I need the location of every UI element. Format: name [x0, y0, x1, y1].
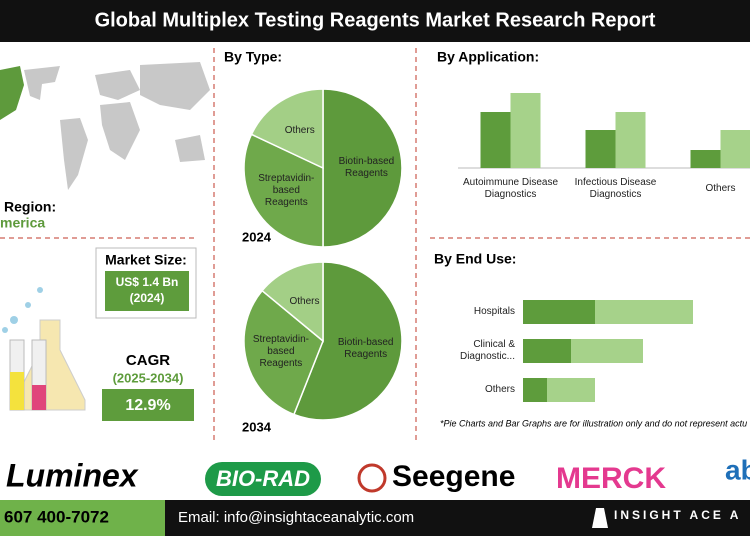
- logo: MERCK: [556, 462, 666, 495]
- bar: [547, 378, 595, 402]
- x-tick-label: Infectious Disease Diagnostics: [574, 177, 657, 200]
- y-tick-label: Others: [484, 384, 515, 395]
- market-size-year: (2024): [130, 291, 165, 305]
- region-value: merica: [0, 215, 45, 231]
- title: Global Multiplex Testing Reagents Market…: [95, 9, 656, 31]
- bar: [720, 130, 750, 168]
- pie-slice: [243, 289, 324, 416]
- logo: ab: [725, 454, 750, 485]
- pie-slice: [250, 88, 324, 170]
- brand-icon: [592, 508, 608, 528]
- pie-year: 2024: [242, 229, 272, 244]
- phone: 607 400-7072: [4, 507, 109, 526]
- bar: [571, 339, 643, 363]
- logo: BIO-RAD: [216, 466, 310, 491]
- y-tick-label-box: Clinical & Diagnostic...: [459, 339, 515, 362]
- slice-label: Others: [289, 295, 320, 307]
- cagr-period: (2025-2034): [113, 370, 184, 385]
- y-tick-label: Hospitals: [473, 306, 515, 317]
- slice-label: Biotin-based Reagents: [338, 156, 395, 179]
- section-title: By Type:: [224, 49, 282, 65]
- bar: [595, 300, 693, 324]
- bar: [523, 300, 595, 324]
- pie-slice: [292, 261, 403, 421]
- note: *Pie Charts and Bar Graphs are for illus…: [440, 418, 747, 428]
- slice-label: Others: [284, 125, 315, 137]
- pie-slice: [261, 261, 324, 343]
- cagr-label: CAGR: [126, 352, 170, 369]
- bar: [615, 112, 646, 168]
- x-tick-label-box: Infectious Disease Diagnostics: [574, 177, 657, 200]
- title-bar: [0, 0, 750, 42]
- section-title: By End Use:: [434, 251, 516, 267]
- section-title: By Application:: [437, 49, 539, 65]
- cagr-box: [102, 389, 194, 421]
- slice-label-box: Streptavidin-based Reagents: [252, 333, 309, 369]
- x-tick-label-box: Autoimmune Disease Diagnostics: [462, 177, 559, 200]
- pie-year: 2034: [242, 419, 272, 434]
- region-label: Region:: [4, 199, 56, 215]
- world-map: [0, 62, 210, 190]
- bar: [523, 339, 571, 363]
- logo: Seegene: [392, 460, 515, 493]
- email: Email: info@insightaceanalytic.com: [178, 509, 414, 526]
- bar: [690, 150, 721, 168]
- slice-label-box: Biotin-based Reagents: [337, 337, 394, 361]
- logo: Luminex: [6, 457, 139, 493]
- bar: [510, 93, 541, 168]
- x-tick-label: Others: [705, 183, 736, 194]
- bar: [523, 378, 547, 402]
- market-size-value: US$ 1.4 Bn: [116, 275, 179, 289]
- y-tick-label-box: Others: [484, 384, 515, 395]
- logo-icon: [357, 463, 387, 493]
- footer-phone-box: [0, 500, 165, 536]
- y-tick-label-box: Hospitals: [473, 306, 515, 317]
- bar: [480, 112, 511, 168]
- slice-label: Streptavidin-based Reagents: [258, 173, 315, 209]
- pie-slice: [243, 133, 324, 248]
- lab-illustration: [2, 287, 86, 411]
- logo-badge: [205, 462, 321, 496]
- x-tick-label-box: Others: [705, 183, 736, 194]
- slice-label-box: Biotin-based Reagents: [338, 156, 395, 179]
- slice-label-box: Others: [289, 295, 320, 307]
- y-tick-label: Clinical & Diagnostic...: [459, 339, 515, 362]
- x-tick-label: Autoimmune Disease Diagnostics: [462, 177, 559, 200]
- brand: INSIGHT ACE A: [614, 508, 741, 522]
- slice-label-box: Streptavidin-based Reagents: [258, 173, 315, 209]
- slice-label: Streptavidin-based Reagents: [252, 333, 309, 369]
- market-value-box: [105, 271, 189, 311]
- market-size-label: Market Size:: [105, 252, 187, 268]
- slice-label: Biotin-based Reagents: [337, 337, 394, 361]
- bar: [585, 130, 616, 168]
- slice-label-box: Others: [284, 125, 315, 137]
- cagr-value: 12.9%: [125, 397, 170, 414]
- pie-slice: [322, 88, 403, 248]
